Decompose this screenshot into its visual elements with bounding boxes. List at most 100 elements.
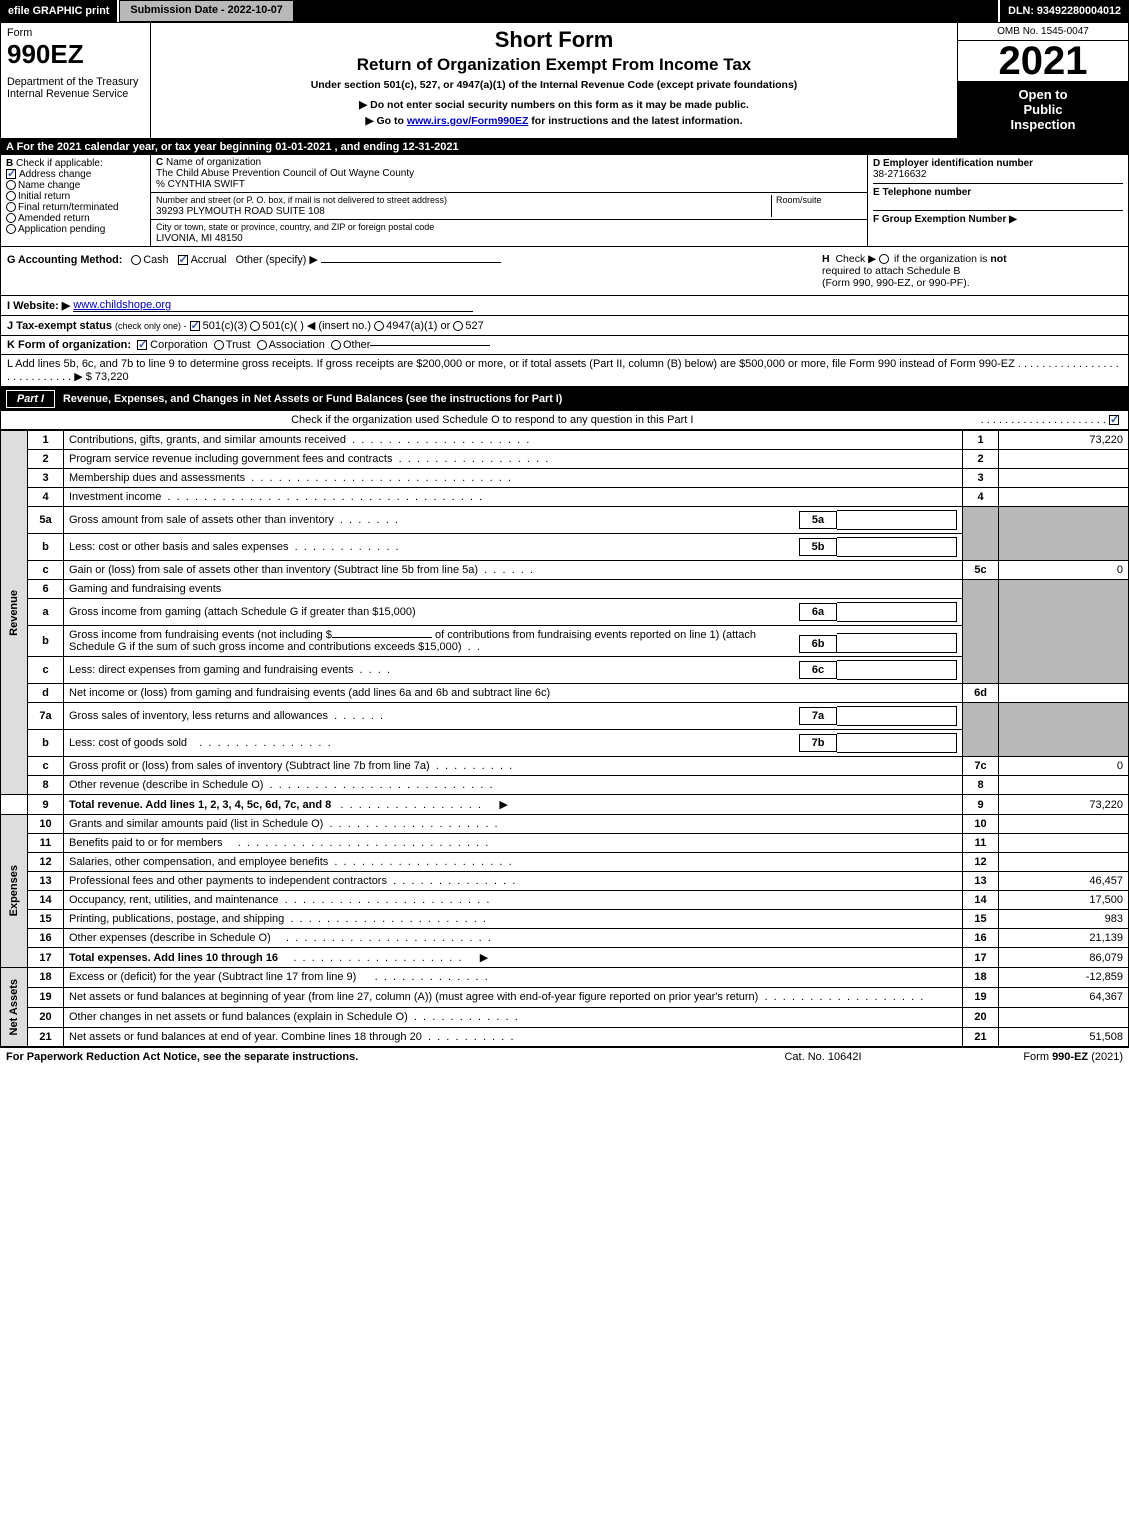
bcd-row: B Check if applicable: Address change Na…	[0, 155, 1129, 247]
radio-association[interactable]	[257, 340, 267, 350]
r11-amt	[999, 834, 1129, 853]
page-footer: For Paperwork Reduction Act Notice, see …	[0, 1047, 1129, 1066]
goto-link[interactable]: www.irs.gov/Form990EZ	[407, 115, 529, 127]
r10-ln: 10	[963, 815, 999, 834]
row-7c: c Gross profit or (loss) from sales of i…	[1, 757, 1129, 776]
street-value: 39293 PLYMOUTH ROAD SUITE 108	[156, 206, 325, 217]
r14-desc: Occupancy, rent, utilities, and maintena…	[69, 894, 279, 906]
expenses-sidebar: Expenses	[1, 815, 28, 968]
label-address-change: Address change	[19, 169, 91, 180]
r6-num: 6	[28, 580, 64, 599]
r10-num: 10	[28, 815, 64, 834]
radio-h[interactable]	[879, 254, 889, 264]
r6a-num: a	[28, 599, 64, 626]
r21-desc: Net assets or fund balances at end of ye…	[69, 1031, 422, 1043]
r19-num: 19	[28, 987, 64, 1007]
row-6d: d Net income or (loss) from gaming and f…	[1, 684, 1129, 703]
r18-ln: 18	[963, 968, 999, 988]
line-j-sub: (check only one) -	[115, 321, 187, 331]
topbar-spacer	[294, 0, 998, 22]
check-initial-return[interactable]	[6, 191, 16, 201]
row-12: 12 Salaries, other compensation, and emp…	[1, 853, 1129, 872]
inspection-line1: Open to	[962, 87, 1124, 102]
r4-desc: Investment income	[69, 491, 161, 503]
r5a-il: 5a	[799, 511, 837, 529]
efile-print-label[interactable]: efile GRAPHIC print	[0, 0, 119, 22]
r17-desc: Total expenses. Add lines 10 through 16	[69, 952, 278, 964]
footer-right: Form 990-EZ (2021)	[923, 1051, 1123, 1063]
label-501c3: 501(c)(3)	[203, 320, 248, 332]
row-14: 14 Occupancy, rent, utilities, and maint…	[1, 891, 1129, 910]
netassets-sidebar: Net Assets	[1, 968, 28, 1047]
row-21: 21 Net assets or fund balances at end of…	[1, 1027, 1129, 1047]
r16-num: 16	[28, 929, 64, 948]
r9-amt: 73,220	[999, 795, 1129, 815]
other-org-input[interactable]	[370, 345, 490, 346]
r18-desc: Excess or (deficit) for the year (Subtra…	[69, 971, 356, 983]
r5c-ln: 5c	[963, 561, 999, 580]
box-b-letter: B	[6, 158, 13, 169]
r6-desc: Gaming and fundraising events	[64, 580, 963, 599]
check-final-return[interactable]	[6, 202, 16, 212]
row-20: 20 Other changes in net assets or fund b…	[1, 1007, 1129, 1027]
part1-label: Part I	[6, 390, 55, 408]
check-accrual[interactable]	[178, 255, 188, 265]
box-c-letter: C	[156, 157, 163, 168]
part1-table: Revenue 1 Contributions, gifts, grants, …	[0, 430, 1129, 1047]
title-goto: ▶ Go to www.irs.gov/Form990EZ for instru…	[157, 115, 951, 127]
label-527: 527	[465, 320, 483, 332]
tax-year: 2021	[958, 41, 1128, 81]
radio-501c[interactable]	[250, 321, 260, 331]
radio-trust[interactable]	[214, 340, 224, 350]
r11-ln: 11	[963, 834, 999, 853]
website-link[interactable]: www.childshope.org	[73, 299, 473, 312]
r16-desc: Other expenses (describe in Schedule O)	[69, 932, 271, 944]
r13-amt: 46,457	[999, 872, 1129, 891]
check-address-change[interactable]	[6, 169, 16, 179]
r3-num: 3	[28, 469, 64, 488]
label-trust: Trust	[226, 339, 251, 351]
row-5c: c Gain or (loss) from sale of assets oth…	[1, 561, 1129, 580]
r6d-ln: 6d	[963, 684, 999, 703]
row-4: 4 Investment income . . . . . . . . . . …	[1, 488, 1129, 507]
section-a-bar: A For the 2021 calendar year, or tax yea…	[0, 139, 1129, 155]
r7b-desc: Less: cost of goods sold	[69, 737, 187, 749]
label-name-change: Name change	[18, 180, 80, 191]
telephone-label: E Telephone number	[873, 187, 971, 198]
row-15: 15 Printing, publications, postage, and …	[1, 910, 1129, 929]
label-amended-return: Amended return	[18, 213, 90, 224]
footer-form-year: (2021)	[1088, 1051, 1123, 1063]
check-schedule-o[interactable]	[1109, 415, 1119, 425]
check-corporation[interactable]	[137, 340, 147, 350]
check-amended-return[interactable]	[6, 213, 16, 223]
r9-desc: Total revenue. Add lines 1, 2, 3, 4, 5c,…	[69, 799, 331, 811]
line-i-label: I Website: ▶	[7, 299, 70, 312]
radio-cash[interactable]	[131, 255, 141, 265]
r6-shade	[963, 580, 999, 684]
r1-amt: 73,220	[999, 431, 1129, 450]
r5b-il: 5b	[799, 538, 837, 556]
check-name-change[interactable]	[6, 180, 16, 190]
r6a-val	[837, 602, 957, 622]
check-application-pending[interactable]	[6, 224, 16, 234]
radio-4947[interactable]	[374, 321, 384, 331]
box-c-name: C Name of organization The Child Abuse P…	[151, 155, 867, 193]
r6d-amt	[999, 684, 1129, 703]
r5ab-shade-amt	[999, 507, 1129, 561]
r16-amt: 21,139	[999, 929, 1129, 948]
title-under: Under section 501(c), 527, or 4947(a)(1)…	[157, 79, 951, 91]
other-method-input[interactable]	[321, 262, 501, 263]
r5c-num: c	[28, 561, 64, 580]
gh-row: G Accounting Method: Cash Accrual Other …	[0, 247, 1129, 296]
inspection-box: Open to Public Inspection	[958, 81, 1128, 138]
radio-527[interactable]	[453, 321, 463, 331]
line-h-label: H	[822, 253, 830, 265]
radio-other-org[interactable]	[331, 340, 341, 350]
footer-form-pre: Form	[1023, 1051, 1052, 1063]
r12-amt	[999, 853, 1129, 872]
title-warn: ▶ Do not enter social security numbers o…	[157, 99, 951, 111]
row-19: 19 Net assets or fund balances at beginn…	[1, 987, 1129, 1007]
check-501c3[interactable]	[190, 321, 200, 331]
r6b-val	[837, 633, 957, 653]
top-bar: efile GRAPHIC print Submission Date - 20…	[0, 0, 1129, 22]
